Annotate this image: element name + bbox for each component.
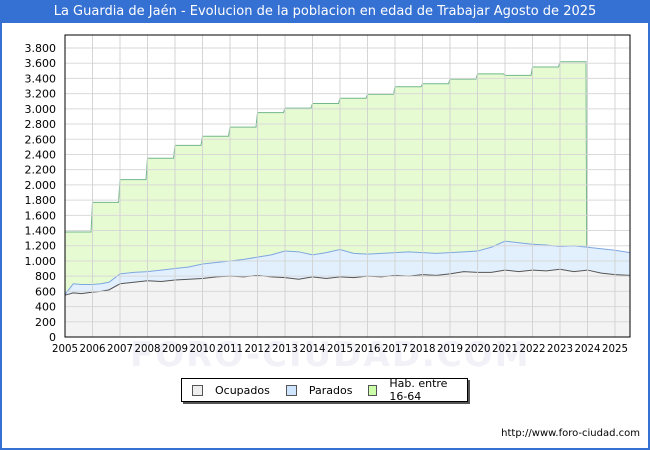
frame-bottom-border bbox=[0, 448, 650, 450]
y-tick-label: 1.200 bbox=[25, 240, 57, 253]
x-tick-label: 2006 bbox=[80, 342, 106, 355]
frame-left-border bbox=[0, 23, 2, 450]
y-tick-label: 1.000 bbox=[25, 255, 57, 268]
chart-title: La Guardia de Jaén - Evolucion de la pob… bbox=[0, 0, 650, 23]
y-tick-label: 800 bbox=[35, 270, 56, 283]
legend-item-parados: Parados bbox=[285, 383, 353, 397]
x-tick-label: 2008 bbox=[135, 342, 161, 355]
x-tick-label: 2023 bbox=[547, 342, 573, 355]
legend-swatch-ocupados bbox=[192, 384, 203, 396]
source-url[interactable]: http://www.foro-ciudad.com bbox=[501, 428, 640, 439]
x-tick-label: 2024 bbox=[575, 342, 601, 355]
legend-swatch-parados bbox=[285, 384, 297, 396]
legend-label: Parados bbox=[308, 383, 353, 397]
frame-right-border bbox=[648, 23, 650, 450]
x-tick-label: 2009 bbox=[162, 342, 188, 355]
x-tick-label: 2022 bbox=[520, 342, 546, 355]
y-tick-label: 3.600 bbox=[25, 57, 57, 70]
y-tick-label: 3.200 bbox=[25, 88, 57, 101]
y-tick-label: 2.200 bbox=[25, 164, 57, 177]
y-tick-label: 2.400 bbox=[25, 148, 57, 161]
ocupados-line bbox=[64, 268, 631, 296]
x-tick-label: 2020 bbox=[465, 342, 491, 355]
x-tick-label: 2017 bbox=[382, 342, 408, 355]
legend-item-ocupados: Ocupados bbox=[192, 384, 270, 397]
x-tick-label: 2005 bbox=[52, 342, 78, 355]
parados-line bbox=[64, 240, 631, 295]
x-tick-label: 2021 bbox=[492, 342, 518, 355]
y-tick-label: 1.600 bbox=[25, 209, 57, 222]
ocupados-area bbox=[65, 269, 630, 337]
x-tick-label: 2013 bbox=[272, 342, 298, 355]
x-tick-label: 2014 bbox=[300, 342, 326, 355]
y-tick-label: 3.400 bbox=[25, 72, 57, 85]
legend-label: Ocupados bbox=[215, 383, 270, 397]
y-tick-label: 1.800 bbox=[25, 194, 57, 207]
x-tick-label: 2012 bbox=[245, 342, 271, 355]
y-tick-label: 1.400 bbox=[25, 225, 57, 238]
x-tick-label: 2010 bbox=[190, 342, 216, 355]
y-tick-label: 0 bbox=[49, 331, 56, 344]
y-tick-label: 600 bbox=[35, 285, 56, 298]
y-tick-label: 400 bbox=[35, 301, 56, 314]
y-tick-label: 2.800 bbox=[25, 118, 57, 131]
y-tick-label: 200 bbox=[35, 316, 56, 329]
legend: Ocupados Parados Hab. entre 16-64 bbox=[181, 377, 468, 403]
x-tick-label: 2007 bbox=[107, 342, 133, 355]
y-tick-label: 3.000 bbox=[25, 103, 57, 116]
y-tick-label: 2.000 bbox=[25, 179, 57, 192]
legend-item-hab: Hab. entre 16-64 bbox=[368, 377, 461, 403]
plot-border bbox=[64, 34, 631, 338]
x-tick-label: 2011 bbox=[217, 342, 243, 355]
y-tick-label: 2.600 bbox=[25, 133, 57, 146]
x-tick-label: 2016 bbox=[355, 342, 381, 355]
x-tick-label: 2019 bbox=[437, 342, 463, 355]
x-tick-label: 2015 bbox=[327, 342, 353, 355]
legend-label: Hab. entre 16-64 bbox=[389, 377, 448, 403]
watermark: FORO-CIUDAD.COM bbox=[130, 335, 531, 375]
y-tick-label: 3.800 bbox=[25, 42, 57, 55]
legend-swatch-hab bbox=[368, 384, 378, 396]
x-tick-label: 2018 bbox=[410, 342, 436, 355]
x-tick-label: 2025 bbox=[602, 342, 628, 355]
